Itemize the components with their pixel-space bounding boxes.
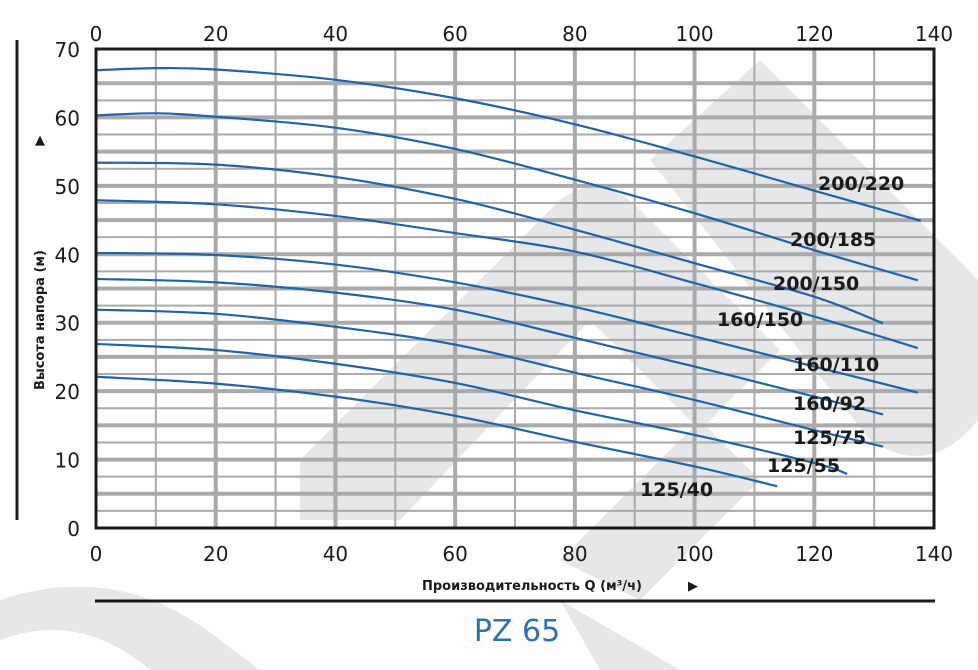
chart-title: PZ 65: [474, 614, 560, 649]
y-axis-arrow-icon: ▲: [35, 133, 45, 148]
curve-label: 125/40: [640, 479, 713, 501]
x-tick-label-top: 20: [203, 22, 228, 46]
x-axis-arrow-icon: ▶: [688, 579, 698, 594]
x-tick-label-bottom: 140: [915, 542, 953, 566]
curve-label: 200/185: [790, 229, 876, 251]
plot-frame: [94, 47, 936, 530]
curve-200-185: [95, 112, 919, 282]
curve-label: 200/220: [818, 173, 904, 195]
curve-160-92: [95, 277, 884, 416]
y-tick-label: 50: [55, 175, 80, 199]
curves: [95, 66, 922, 488]
x-tick-label-bottom: 60: [442, 542, 467, 566]
curve-label: 160/92: [793, 393, 866, 415]
x-tick-label-top: 120: [795, 22, 833, 46]
curve-labels: 200/220 200/185 200/150 160/150 160/110 160/9…: [640, 173, 904, 501]
curve-160-150: [95, 199, 919, 350]
x-tick-label-top: 140: [915, 22, 953, 46]
curve-160-110: [95, 251, 919, 394]
curve-label: 160/150: [717, 309, 803, 331]
y-tick-label: 70: [55, 38, 80, 62]
x-axis-label: Производительность Q (м³/ч): [422, 579, 642, 594]
curve-200-220: [95, 66, 922, 222]
curve-label: 125/55: [767, 455, 840, 477]
x-tick-label-bottom: 100: [675, 542, 713, 566]
y-tick-label: 30: [55, 312, 80, 336]
x-tick-label-bottom: 40: [323, 542, 348, 566]
curve-125-40: [95, 375, 778, 488]
x-tick-label-top: 0: [90, 22, 103, 46]
curve-label: 125/75: [793, 427, 866, 449]
curve-125-75: [95, 308, 884, 448]
x-tick-label-top: 80: [562, 22, 587, 46]
x-tick-label-top: 60: [442, 22, 467, 46]
y-tick-label: 60: [55, 106, 80, 130]
x-tick-label-bottom: 0: [90, 542, 103, 566]
x-tick-label-bottom: 120: [795, 542, 833, 566]
x-tick-label-bottom: 20: [203, 542, 228, 566]
y-tick-label: 0: [67, 517, 80, 541]
tick-labels: 0020204040606080801001001201201401400102…: [55, 22, 954, 566]
x-tick-label-top: 40: [323, 22, 348, 46]
curve-label: 200/150: [773, 273, 859, 295]
y-tick-label: 20: [55, 380, 80, 404]
y-axis-label: Высота напора (м): [33, 250, 48, 390]
curve-label: 160/110: [793, 354, 879, 376]
y-tick-label: 40: [55, 243, 80, 267]
x-tick-label-bottom: 80: [562, 542, 587, 566]
curve-125-55: [95, 342, 848, 475]
curve-200-150: [95, 161, 884, 325]
x-tick-label-top: 100: [675, 22, 713, 46]
grid: [96, 49, 934, 528]
y-tick-label: 10: [55, 449, 80, 473]
